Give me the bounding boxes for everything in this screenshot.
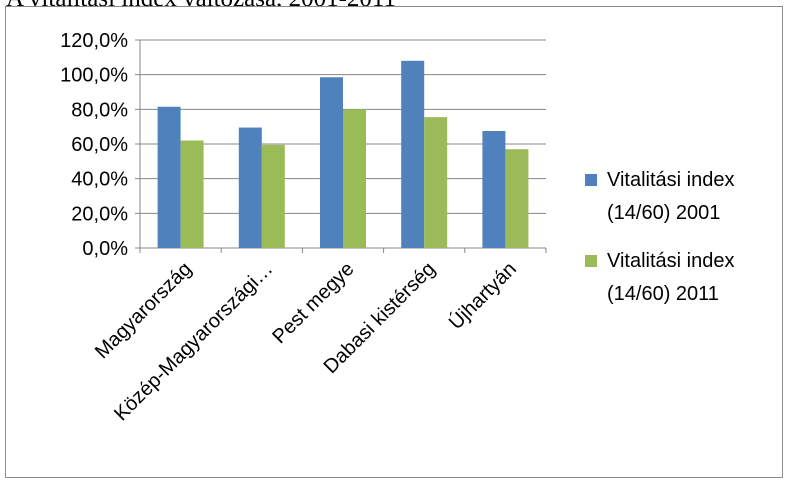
x-category-label: Pest megye (268, 258, 358, 348)
y-tick-label: 120,0% (60, 30, 128, 52)
bar-2011 (424, 117, 448, 248)
legend-label: (14/60) 2011 (607, 283, 719, 305)
y-tick-label: 60,0% (71, 134, 128, 156)
bar-2011 (505, 149, 529, 248)
bar-2001 (401, 60, 425, 248)
chart-area (5, 6, 783, 478)
y-tick-label: 100,0% (60, 65, 128, 87)
bar-2001 (482, 131, 506, 248)
x-category-label: Közép-Magyarországi… (110, 258, 277, 425)
bar-2001 (157, 106, 181, 248)
y-tick-label: 80,0% (71, 99, 128, 121)
bar-2011 (343, 109, 366, 248)
document-title: A vitalitási index változása, 2001-2011 (6, 0, 766, 12)
legend-label: Vitalitási index (607, 169, 734, 191)
y-tick-label: 40,0% (71, 169, 128, 191)
legend-label: (14/60) 2001 (607, 202, 720, 224)
bar-2001 (320, 77, 343, 249)
legend-swatch (585, 255, 597, 267)
y-tick-label: 0,0% (82, 238, 128, 260)
bar-2011 (261, 144, 285, 248)
legend-label: Vitalitási index (607, 250, 734, 272)
y-tick-label: 20,0% (71, 203, 128, 225)
bar-2001 (238, 127, 262, 248)
x-category-label: Újhartyán (444, 257, 521, 334)
legend-swatch (585, 174, 597, 186)
bar-2011 (180, 140, 204, 248)
